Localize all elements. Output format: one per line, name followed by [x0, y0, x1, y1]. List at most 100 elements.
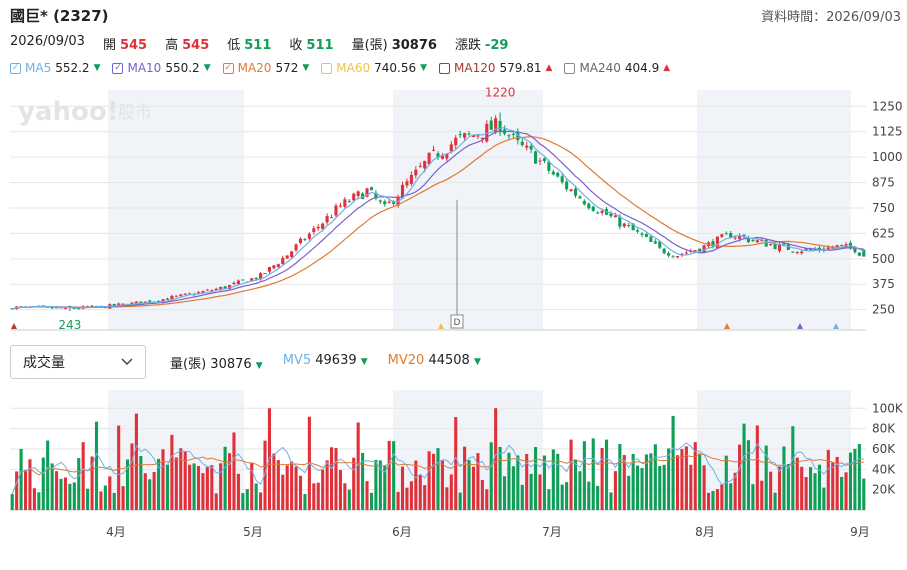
watermark-brand: yahoo!: [18, 97, 119, 127]
volume-bar: [259, 492, 262, 510]
candle: [587, 204, 590, 209]
volume-bar: [574, 460, 577, 510]
volume-bar: [86, 489, 89, 510]
extreme-label: 243: [58, 318, 81, 332]
candle: [534, 151, 537, 163]
volume-bar: [499, 447, 502, 510]
volume-bar: [374, 460, 377, 510]
volume-bar: [193, 463, 196, 510]
candle: [791, 252, 794, 253]
candle: [623, 223, 626, 226]
volume-bar: [680, 449, 683, 510]
volume-bar: [277, 460, 280, 510]
candle: [800, 252, 803, 253]
volume-bar: [197, 466, 200, 510]
candle: [295, 244, 298, 250]
volume-bar: [667, 448, 670, 510]
candle: [840, 245, 843, 246]
volume-bar: [534, 447, 537, 510]
volume-bar: [210, 465, 213, 510]
candle: [410, 175, 413, 184]
mv20-label: MV20: [388, 353, 425, 368]
candle: [649, 237, 652, 242]
volume-bar: [423, 485, 426, 510]
volume-bar: [840, 477, 843, 510]
volume-bar: [481, 480, 484, 510]
volume-bar: [153, 472, 156, 510]
volume-bar: [813, 473, 816, 510]
volume-bar: [286, 465, 289, 510]
candle: [614, 216, 617, 218]
volume-bar: [51, 463, 54, 510]
candle: [312, 228, 315, 232]
volume-bar: [419, 475, 422, 510]
candle: [321, 224, 324, 229]
candle: [858, 252, 861, 255]
volume-bar: [117, 426, 120, 510]
volume-bar: [782, 446, 785, 510]
month-shade: [697, 90, 851, 330]
candle: [578, 197, 581, 199]
candle: [751, 240, 754, 241]
candle: [206, 290, 209, 291]
volume-bar: [188, 465, 191, 510]
volume-bar: [862, 479, 865, 510]
y-tick-label: 100K: [872, 401, 904, 415]
event-marker-label: D: [454, 318, 461, 328]
volume-bar: [703, 465, 706, 510]
candle: [645, 234, 648, 237]
vol-label: 量(張): [170, 357, 206, 372]
candle: [476, 136, 479, 137]
candle: [432, 150, 435, 151]
candle: [672, 256, 675, 257]
signal-triangle: [11, 323, 17, 329]
candle: [339, 206, 342, 207]
down-triangle-icon: ▼: [474, 357, 481, 367]
x-tick-label: 5月: [243, 525, 263, 539]
volume-bar: [592, 438, 595, 510]
candle: [428, 153, 431, 164]
candle: [849, 243, 852, 248]
volume-bar: [711, 491, 714, 510]
y-tick-label: 875: [872, 176, 895, 190]
volume-bar: [614, 471, 617, 510]
y-tick-label: 40K: [872, 462, 896, 476]
volume-bar: [77, 458, 80, 510]
volume-bar: [809, 467, 812, 510]
volume-bar: [15, 471, 18, 510]
candle: [463, 133, 466, 138]
volume-bar: [405, 488, 408, 510]
volume-bar: [587, 482, 590, 510]
candle: [574, 189, 577, 196]
candle: [286, 255, 289, 258]
volume-bar: [503, 476, 506, 510]
down-triangle-icon: ▼: [361, 357, 368, 367]
volume-bar: [454, 417, 457, 510]
volume-bar: [224, 447, 227, 510]
y-tick-label: 80K: [872, 422, 896, 436]
indicator-select[interactable]: 成交量: [10, 345, 146, 379]
candle: [769, 244, 772, 245]
volume-bar: [201, 473, 204, 510]
volume-bar: [281, 475, 284, 510]
x-tick-label: 6月: [392, 525, 412, 539]
candle: [255, 278, 258, 279]
volume-bar: [73, 482, 76, 510]
mv5-value: 49639: [315, 353, 356, 368]
x-tick-label: 9月: [850, 525, 870, 539]
volume-bar: [507, 453, 510, 510]
candle: [756, 240, 759, 242]
volume-bar: [543, 456, 546, 510]
candle: [459, 134, 462, 135]
candle: [232, 283, 235, 284]
volume-bar: [179, 448, 182, 510]
y-tick-label: 60K: [872, 442, 896, 456]
candle: [716, 237, 719, 249]
candle: [170, 296, 173, 299]
volume-bar: [255, 484, 258, 510]
volume-bar: [401, 467, 404, 510]
y-tick-label: 750: [872, 201, 895, 215]
volume-bar: [343, 483, 346, 510]
volume-bar: [64, 477, 67, 510]
